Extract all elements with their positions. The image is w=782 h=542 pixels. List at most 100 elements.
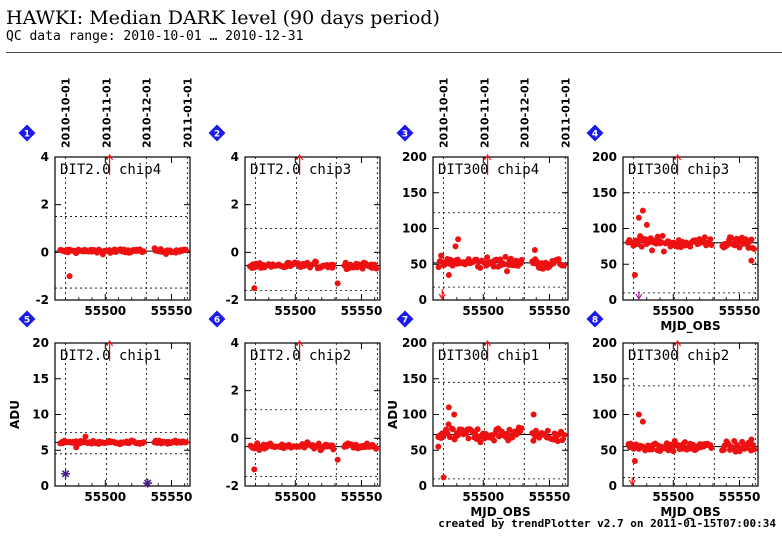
date-tick-label: 2010-11-01 bbox=[479, 78, 492, 148]
outlier-point bbox=[451, 411, 458, 418]
panel-label: DIT2.0 chip3 bbox=[250, 162, 351, 178]
y-tick-label: 100 bbox=[592, 408, 617, 422]
date-tick-label: 2010-10-01 bbox=[60, 78, 73, 148]
data-point bbox=[708, 445, 715, 452]
panel-7: 7 0 50 100 150 200 55500 55550 DIT300 chip1 MJD_O… bbox=[386, 310, 571, 520]
y-tick-label: 0 bbox=[231, 245, 239, 259]
flagged-star bbox=[61, 470, 70, 478]
panel-badge-number: 7 bbox=[402, 316, 408, 326]
reference-arrow bbox=[296, 339, 304, 361]
data-point bbox=[708, 242, 715, 249]
outlier-point bbox=[639, 207, 646, 214]
plot-frame bbox=[244, 342, 381, 487]
data-point bbox=[446, 434, 453, 441]
data-point bbox=[445, 421, 452, 428]
data-point bbox=[670, 448, 677, 455]
outlier-point bbox=[455, 236, 462, 243]
data-point bbox=[544, 427, 551, 434]
data-point bbox=[491, 437, 498, 444]
data-point bbox=[554, 438, 561, 445]
x-tick-label: 55550 bbox=[529, 304, 571, 318]
outlier-point bbox=[73, 444, 80, 451]
outlier-point bbox=[82, 433, 89, 440]
x-axis-title: MJD_OBS bbox=[470, 505, 530, 520]
data-point bbox=[518, 256, 525, 263]
data-point bbox=[438, 252, 445, 259]
data-point bbox=[506, 426, 513, 433]
y-tick-label: 2 bbox=[231, 198, 239, 212]
panel-badge-number: 2 bbox=[214, 130, 220, 140]
data-point bbox=[454, 432, 461, 439]
y-tick-label: 100 bbox=[592, 222, 617, 236]
data-point bbox=[660, 248, 667, 255]
panel-badge-number: 1 bbox=[24, 130, 30, 140]
panel-3: 3 0 50 100 150 200 55500 55550 DIT300 chip4 2010-… bbox=[396, 78, 572, 318]
data-point bbox=[555, 256, 562, 263]
outlier-point bbox=[635, 214, 642, 221]
panel-badge bbox=[586, 124, 604, 142]
y-tick-label: 100 bbox=[402, 222, 427, 236]
data-point bbox=[435, 264, 442, 271]
data-point bbox=[315, 440, 322, 447]
data-point bbox=[330, 261, 337, 268]
y-tick-label: 50 bbox=[410, 257, 427, 271]
data-point bbox=[707, 236, 714, 243]
x-tick-label: 55550 bbox=[529, 490, 571, 504]
data-point bbox=[484, 254, 491, 261]
y-tick-label: 0 bbox=[609, 479, 617, 493]
panel-badge-number: 8 bbox=[592, 316, 598, 326]
outlier-point bbox=[66, 273, 73, 280]
data-point bbox=[751, 245, 758, 252]
x-tick-label: 55550 bbox=[719, 304, 761, 318]
outlier-point bbox=[435, 443, 442, 450]
x-tick-label: 55500 bbox=[84, 490, 126, 504]
panel-label: DIT300 chip1 bbox=[438, 348, 539, 364]
outlier-point bbox=[643, 221, 650, 228]
y-tick-label: 2 bbox=[41, 198, 49, 212]
page-subtitle: QC data range: 2010-10-01 … 2010-12-31 bbox=[6, 29, 304, 44]
outlier-point bbox=[452, 243, 459, 250]
y-tick-label: 200 bbox=[592, 336, 617, 350]
data-point bbox=[534, 258, 541, 265]
y-tick-label: 0 bbox=[231, 431, 239, 445]
page-title: HAWKI: Median DARK level (90 days period… bbox=[6, 7, 440, 29]
outlier-point bbox=[334, 456, 341, 463]
panel-1: 1 -2 0 2 4 55500 55550 DIT2.0 chip4 2010-10-01 20… bbox=[18, 78, 194, 318]
below-range-arrow bbox=[628, 477, 636, 487]
panel-badge-number: 4 bbox=[592, 130, 598, 140]
x-tick-label: 55500 bbox=[274, 490, 316, 504]
panel-8: 8 0 50 100 150 200 55500 55550 DIT300 chip2 MJD_O… bbox=[586, 310, 760, 520]
data-point bbox=[724, 241, 731, 248]
data-point bbox=[490, 263, 497, 270]
data-point bbox=[449, 426, 456, 433]
y-tick-label: -2 bbox=[226, 293, 239, 307]
panel-badge-number: 6 bbox=[214, 316, 220, 326]
panel-label: DIT300 chip4 bbox=[438, 162, 539, 178]
x-tick-label: 55500 bbox=[462, 304, 504, 318]
panel-label: DIT2.0 chip2 bbox=[250, 348, 351, 364]
y-tick-label: 0 bbox=[419, 293, 427, 307]
panel-badge bbox=[586, 310, 604, 328]
outlier-point bbox=[748, 436, 755, 443]
data-point bbox=[140, 439, 147, 446]
x-tick-label: 55500 bbox=[84, 304, 126, 318]
plot-frame bbox=[244, 156, 381, 301]
data-point bbox=[183, 439, 190, 446]
flagged-star bbox=[143, 479, 152, 487]
y-tick-label: 200 bbox=[402, 150, 427, 164]
y-tick-label: 200 bbox=[402, 336, 427, 350]
panel-label: DIT300 chip2 bbox=[628, 348, 729, 364]
below-range-arrow bbox=[635, 291, 643, 301]
data-point bbox=[373, 445, 380, 452]
data-point bbox=[474, 426, 481, 433]
x-axis-title: MJD_OBS bbox=[660, 319, 720, 334]
outlier-point bbox=[530, 411, 537, 418]
data-point bbox=[342, 259, 349, 266]
panel-4: 4 0 50 100 150 200 55500 55550 DIT300 chip3 MJD_O… bbox=[586, 124, 761, 334]
plot-frame bbox=[622, 342, 759, 487]
x-tick-label: 55500 bbox=[462, 490, 504, 504]
outlier-point bbox=[440, 474, 447, 481]
y-tick-label: 2 bbox=[231, 384, 239, 398]
date-tick-label: 2010-11-01 bbox=[101, 78, 114, 148]
date-tick-label: 2011-01-01 bbox=[181, 78, 194, 148]
